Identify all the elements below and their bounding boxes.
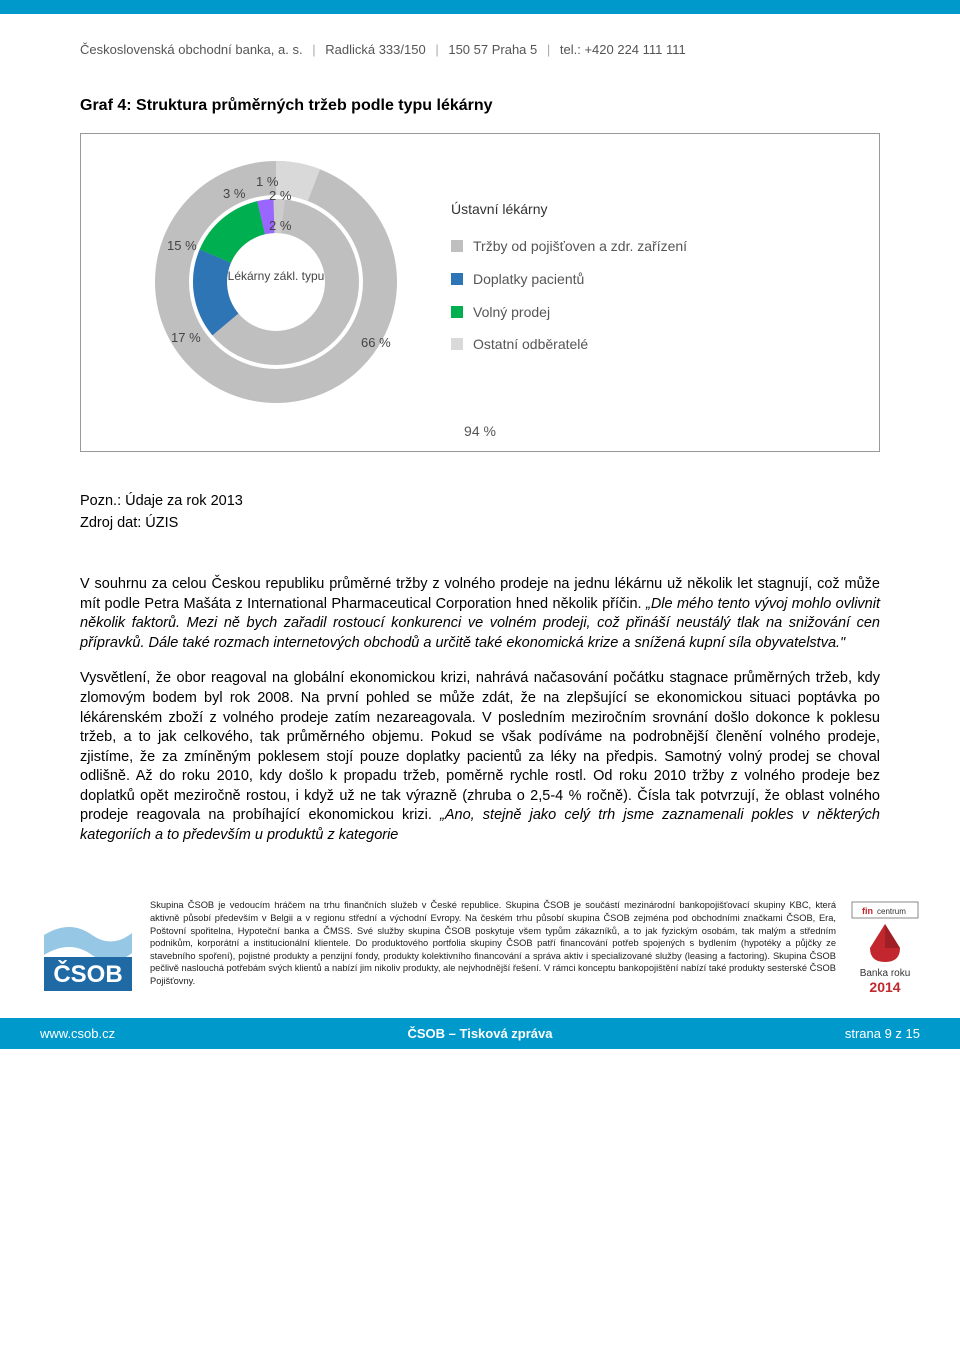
legend-item: Tržby od pojišťoven a zdr. zařízení: [451, 237, 859, 256]
note-line2: Zdroj dat: ÚZIS: [80, 514, 880, 534]
legend-label: Volný prodej: [473, 303, 550, 322]
body-p2-plain: Vysvětlení, že obor reagoval na globální…: [80, 670, 880, 823]
svg-text:ČSOB: ČSOB: [53, 960, 122, 988]
chart-legend: Ústavní lékárny Tržby od pojišťoven a zd…: [441, 201, 859, 369]
footer-block: ČSOB Skupina ČSOB je vedoucím hráčem na …: [0, 861, 960, 1018]
inner-ring-label: Lékárny zákl. typu: [228, 269, 325, 283]
divider: |: [541, 42, 556, 57]
inner-pct-15: 15 %: [167, 238, 197, 253]
legend-label: Tržby od pojišťoven a zdr. zařízení: [473, 237, 687, 256]
inner-pct-2: 2 %: [269, 218, 292, 233]
legend-swatch: [451, 306, 463, 318]
outer-pct-94: 94 %: [101, 417, 859, 441]
body-paragraph-1: V souhrnu za celou Českou republiku prům…: [80, 575, 880, 653]
city: 150 57 Praha 5: [448, 42, 537, 57]
footer-url: www.csob.cz: [40, 1026, 115, 1041]
phone: tel.: +420 224 111 111: [560, 42, 686, 57]
legend-label: Doplatky pacientů: [473, 270, 584, 289]
body-paragraph-2: Vysvětlení, že obor reagoval na globální…: [80, 669, 880, 845]
svg-text:centrum: centrum: [877, 907, 906, 916]
note-line1: Pozn.: Údaje za rok 2013: [80, 492, 880, 512]
inner-pct-1: 1 %: [256, 174, 279, 189]
legend-swatch: [451, 240, 463, 252]
inner-pct-3: 3 %: [223, 186, 246, 201]
chart-container: Lékárny zákl. typu 66 % 17 % 15 % 3 % 2 …: [80, 133, 880, 452]
footer-legal-text: Skupina ČSOB je vedoucím hráčem na trhu …: [150, 899, 836, 987]
divider: |: [429, 42, 444, 57]
legend-item: Volný prodej: [451, 303, 859, 322]
company-name: Československá obchodní banka, a. s.: [80, 42, 303, 57]
chart-title: Graf 4: Struktura průměrných tržeb podle…: [80, 97, 880, 115]
svg-text:Banka roku: Banka roku: [860, 968, 911, 979]
inner-pct-66: 66 %: [361, 335, 391, 350]
footer-page-number: strana 9 z 15: [845, 1026, 920, 1041]
page-footer-strip: www.csob.cz ČSOB – Tisková zpráva strana…: [0, 1018, 960, 1049]
brand-top-bar: [0, 0, 960, 14]
letterhead: Československá obchodní banka, a. s. | R…: [0, 14, 960, 57]
inner-pct-17: 17 %: [171, 330, 201, 345]
legend-title: Ústavní lékárny: [451, 201, 859, 217]
bank-of-year-award: fin centrum Banka roku 2014: [850, 900, 920, 1001]
inner-pct-2b: 2 %: [269, 188, 292, 203]
legend-swatch: [451, 273, 463, 285]
csob-logo: ČSOB: [40, 899, 136, 1002]
legend-item: Ostatní odběratelé: [451, 335, 859, 354]
svg-text:fin: fin: [862, 906, 873, 916]
donut-chart: Lékárny zákl. typu 66 % 17 % 15 % 3 % 2 …: [101, 152, 441, 417]
legend-item: Doplatky pacientů: [451, 270, 859, 289]
legend-label: Ostatní odběratelé: [473, 335, 588, 354]
address: Radlická 333/150: [325, 42, 425, 57]
footer-doc-title: ČSOB – Tisková zpráva: [407, 1026, 552, 1041]
svg-text:2014: 2014: [869, 979, 900, 995]
divider: |: [306, 42, 321, 57]
legend-swatch: [451, 338, 463, 350]
